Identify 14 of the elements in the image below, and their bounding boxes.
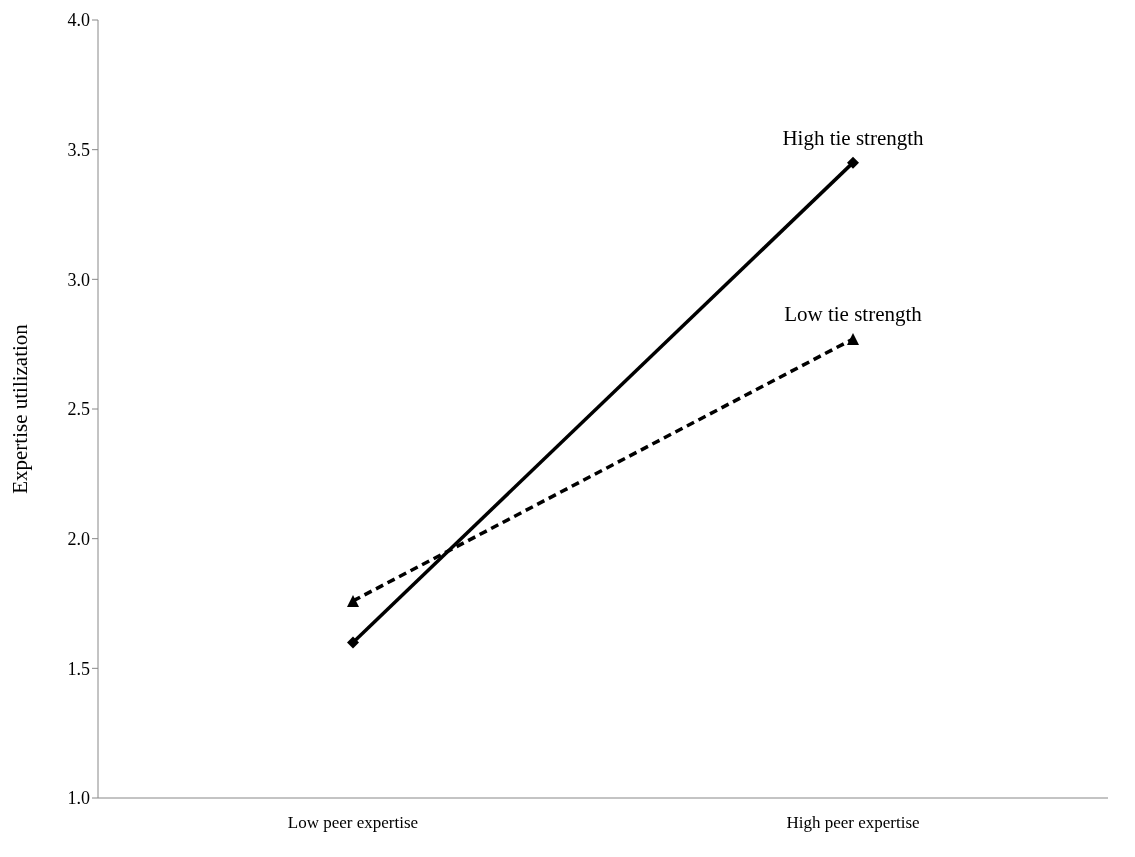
x-tick-label: High peer expertise bbox=[786, 813, 920, 833]
series-label: Low tie strength bbox=[784, 301, 923, 326]
point bbox=[347, 636, 359, 649]
y-tick-label: 1.0 bbox=[67, 788, 90, 809]
y-tick-label: 2.5 bbox=[67, 399, 90, 420]
y-axis-title: Expertise utilization bbox=[8, 323, 33, 494]
y-tick-label: 3.0 bbox=[67, 269, 90, 290]
y-tick-label: 2.0 bbox=[67, 529, 90, 550]
series-label: High tie strength bbox=[782, 125, 925, 150]
x-tick-label: Low peer expertise bbox=[287, 813, 419, 833]
y-tick-label: 4.0 bbox=[67, 10, 90, 31]
point bbox=[847, 156, 859, 169]
y-tick-label: 3.5 bbox=[67, 140, 90, 161]
y-tick-label: 1.5 bbox=[67, 658, 90, 679]
